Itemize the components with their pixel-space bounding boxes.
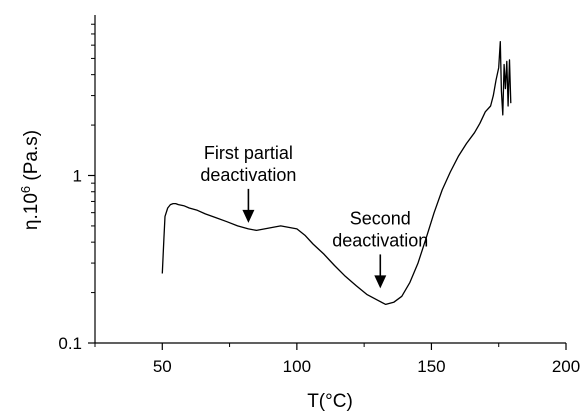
annotation-1-line-0: Second — [350, 208, 411, 228]
y-axis-title: η.106 (Pa.s) — [18, 130, 42, 230]
annotation-0-line-1: deactivation — [200, 165, 296, 185]
y-axis-title-sup: 6 — [18, 186, 33, 193]
series-line-0 — [161, 40, 512, 306]
x-tick-label-200: 200 — [552, 357, 580, 376]
x-axis-title: T(°C) — [307, 391, 353, 412]
annotation-1-line-1: deactivation — [332, 230, 428, 250]
x-tick-label-150: 150 — [417, 357, 445, 376]
ticks: 50 100 150 200 0.1 1 — [58, 23, 580, 376]
annotation-0-line-0: First partial — [204, 143, 293, 163]
y-axis-title-base: η.10 — [21, 193, 42, 230]
annotation-arrow-head-0 — [242, 209, 255, 223]
x-tick-label-50: 50 — [153, 357, 172, 376]
plot-area — [161, 40, 512, 306]
y-tick-label-1: 1 — [73, 167, 82, 186]
y-tick-label-0.1: 0.1 — [58, 334, 82, 353]
y-axis-title-unit: (Pa.s) — [21, 130, 42, 186]
axes — [94, 15, 566, 344]
annotation-arrow-head-1 — [374, 275, 387, 289]
x-tick-label-100: 100 — [283, 357, 311, 376]
annotations: First partialdeactivationSeconddeactivat… — [200, 143, 428, 289]
